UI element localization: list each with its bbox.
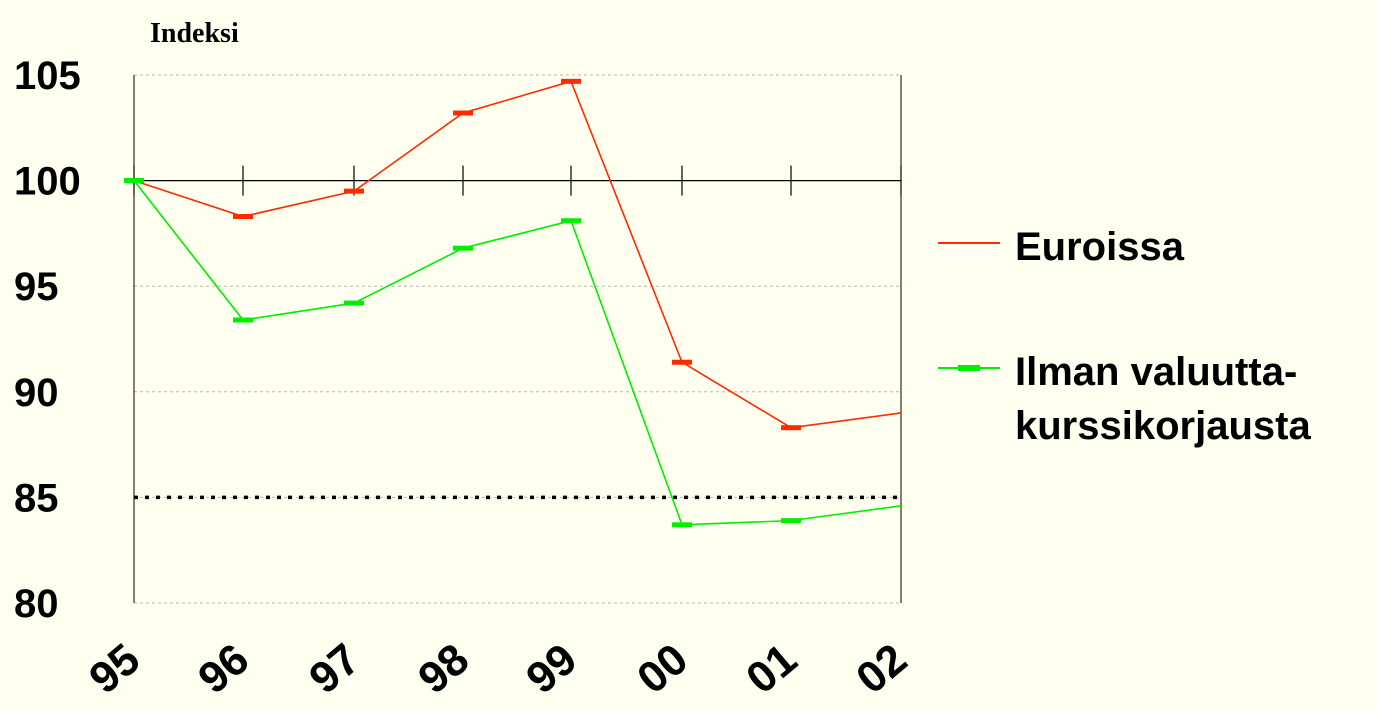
- point-markers: [124, 78, 801, 528]
- series-line-euroissa: [133, 80, 902, 429]
- point-marker-euroissa-98: [453, 110, 473, 116]
- ytick-label-105: 105: [14, 54, 81, 98]
- series-line-ilman-valuuttakurssikorjausta: [133, 180, 902, 526]
- point-marker-euroissa-97: [344, 188, 364, 194]
- ytick-label-90: 90: [14, 371, 59, 415]
- point-marker-ilman-98: [453, 245, 473, 251]
- legend: Euroissa Ilman valuutta-kurssikorjausta: [938, 225, 1311, 448]
- xtick-label-01: 01: [737, 634, 806, 703]
- legend-marker-ilman: [958, 365, 980, 371]
- y-tick-labels: 80 85 90 95 100 105: [14, 54, 81, 626]
- xtick-label-99: 99: [517, 634, 586, 703]
- xtick-label-96: 96: [189, 634, 258, 703]
- point-marker-euroissa-96: [233, 214, 253, 220]
- legend-label-ilman-line-1: Ilman valuutta-: [1015, 350, 1297, 394]
- legend-label-euroissa: Euroissa: [1015, 225, 1185, 269]
- series-lines: [133, 80, 902, 526]
- point-marker-ilman-96: [233, 317, 253, 323]
- x-tick-labels: 95 96 97 98 99 00 01 02: [80, 634, 916, 703]
- point-marker-ilman-00: [672, 522, 692, 528]
- ytick-label-95: 95: [14, 265, 59, 309]
- point-marker-euroissa-99: [561, 78, 581, 84]
- ytick-label-80: 80: [14, 582, 59, 626]
- xtick-label-95: 95: [80, 634, 149, 703]
- axes: [133, 75, 902, 603]
- point-marker-ilman-97: [344, 300, 364, 306]
- point-marker-ilman-99: [561, 218, 581, 224]
- grid-lines: [134, 74, 901, 604]
- point-marker-euroissa-00: [672, 359, 692, 365]
- xtick-label-98: 98: [409, 634, 478, 703]
- point-marker-euroissa-01: [781, 425, 801, 431]
- point-marker-ilman-95: [124, 178, 144, 184]
- xtick-label-02: 02: [847, 634, 916, 703]
- xtick-label-97: 97: [300, 634, 369, 703]
- legend-label-ilman-line-2: kurssikorjausta: [1015, 404, 1311, 448]
- xtick-label-00: 00: [628, 634, 697, 703]
- point-marker-ilman-01: [781, 518, 801, 524]
- unit-label: Indeksi: [150, 18, 239, 49]
- ytick-label-85: 85: [14, 476, 59, 520]
- ytick-label-100: 100: [14, 160, 81, 204]
